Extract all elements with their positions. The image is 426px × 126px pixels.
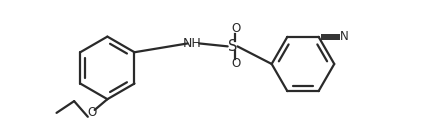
Text: NH: NH <box>183 37 202 50</box>
Text: O: O <box>232 22 241 35</box>
Text: O: O <box>87 106 96 119</box>
Text: N: N <box>340 30 348 43</box>
Text: O: O <box>232 57 241 70</box>
Text: S: S <box>228 39 237 54</box>
